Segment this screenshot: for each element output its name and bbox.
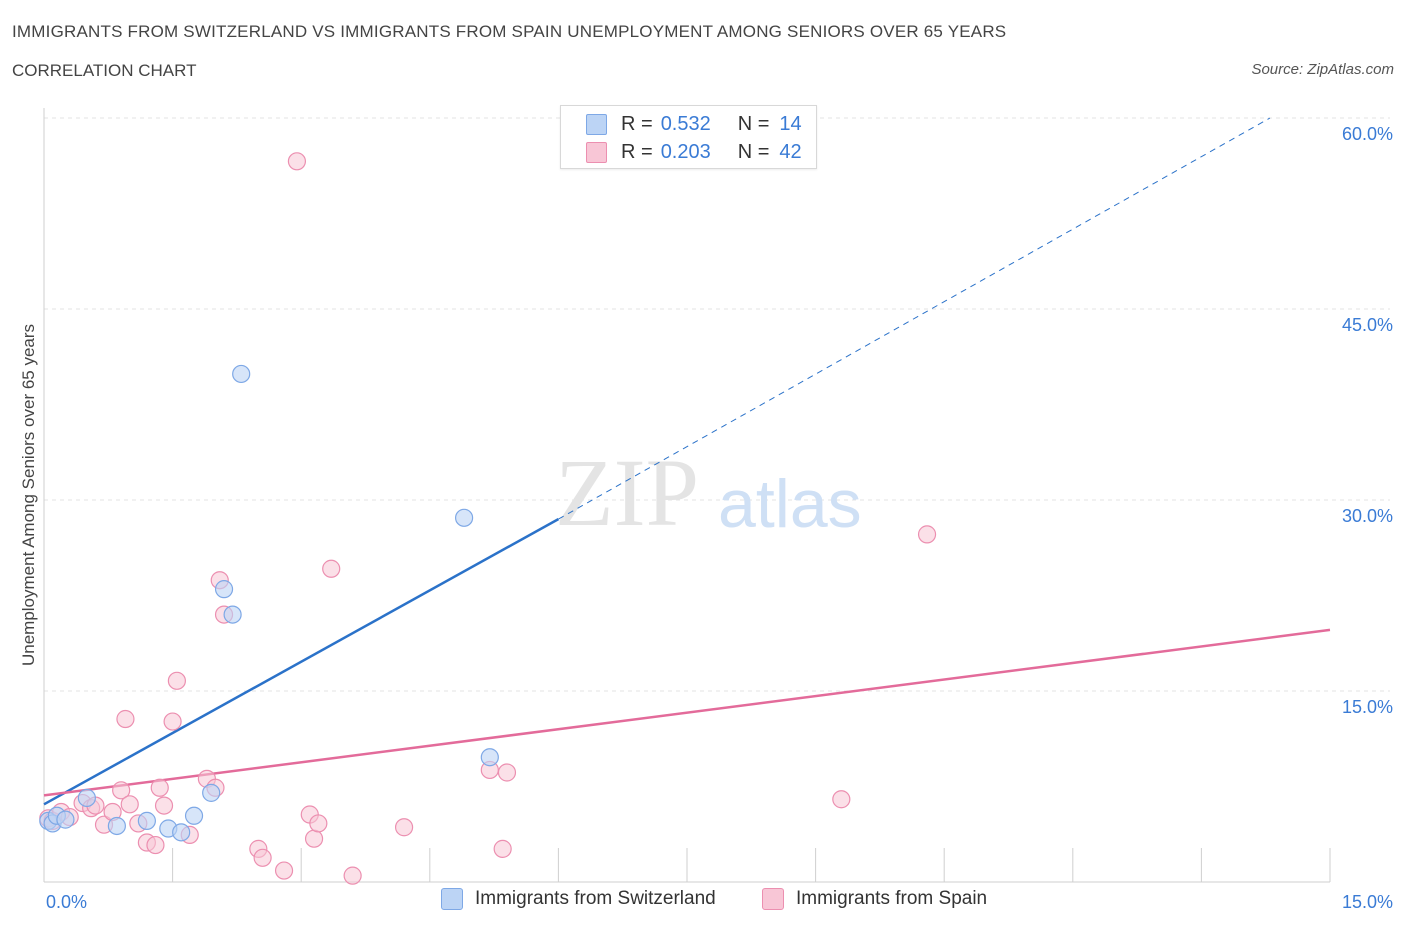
data-point-switzerland: [172, 823, 191, 842]
gridlines: [44, 117, 1390, 692]
zipatlas-watermark: ZIP atlas: [555, 439, 862, 546]
data-point-spain: [253, 848, 272, 867]
y-tick-label: 60.0%: [1342, 124, 1393, 144]
data-point-spain: [287, 152, 307, 171]
data-point-spain: [154, 796, 174, 815]
source-label: Source: ZipAtlas.com: [1251, 61, 1394, 78]
trend-lines: [43, 117, 1331, 806]
data-point-spain: [304, 829, 324, 848]
data-point-spain: [394, 818, 414, 837]
series-swatch-switzerland: [441, 888, 463, 910]
trend-line-switzerland-extension: [558, 117, 1271, 520]
legend-row-switzerland: R = 0.532 N = 14: [561, 110, 802, 138]
trend-line-spain: [43, 628, 1331, 797]
series-label-spain: Immigrants from Spain: [796, 888, 988, 909]
legend-r-label: R =: [621, 140, 653, 163]
series-legend-spain[interactable]: Immigrants from Spain: [762, 888, 987, 910]
data-point-spain: [167, 671, 186, 690]
data-point-switzerland: [77, 788, 96, 808]
legend-n-value: 42: [779, 140, 802, 163]
x-tick-label: 15.0%: [1342, 892, 1393, 912]
tick-labels: 15.0% 30.0% 45.0% 60.0% 0.0% 15.0%: [46, 124, 1393, 912]
series-legend-switzerland[interactable]: Immigrants from Switzerland: [441, 888, 716, 910]
axes: [43, 108, 1331, 883]
legend-n-value: 14: [779, 112, 802, 135]
data-point-switzerland: [232, 364, 251, 384]
data-point-spain: [322, 559, 341, 578]
legend-row-spain: R = 0.203 N = 42: [561, 138, 802, 166]
data-point-spain: [917, 525, 937, 544]
data-point-spain: [497, 763, 517, 782]
data-point-switzerland: [223, 605, 242, 624]
data-point-spain: [309, 814, 328, 833]
data-point-switzerland: [56, 810, 75, 829]
data-point-switzerland: [202, 783, 221, 802]
data-point-spain: [120, 795, 139, 814]
legend-n-label: N =: [737, 140, 770, 163]
trend-line-switzerland: [43, 518, 560, 806]
data-point-spain: [112, 781, 131, 800]
chart-title: IMMIGRANTS FROM SWITZERLAND VS IMMIGRANT…: [12, 22, 1007, 41]
watermark-atlas: atlas: [718, 466, 862, 542]
y-axis-title: Unemployment Among Seniors over 65 years: [19, 324, 38, 666]
data-point-spain: [274, 861, 294, 880]
series-swatch-spain: [762, 888, 784, 910]
series-label-switzerland: Immigrants from Switzerland: [475, 888, 716, 909]
data-point-switzerland: [214, 580, 234, 599]
y-tick-label: 15.0%: [1342, 697, 1393, 717]
chart-subtitle: CORRELATION CHART: [12, 61, 197, 80]
correlation-legend: R = 0.532 N = 14 R = 0.203 N = 42: [560, 105, 817, 169]
data-point-spain: [343, 866, 362, 885]
points-switzerland: [39, 364, 499, 842]
data-point-spain: [116, 709, 135, 729]
legend-r-label: R =: [621, 112, 653, 135]
data-point-spain: [832, 790, 851, 809]
data-point-spain: [150, 778, 169, 797]
x-tick-label: 0.0%: [46, 892, 87, 912]
legend-r-value: 0.203: [660, 140, 711, 163]
y-tick-label: 45.0%: [1342, 315, 1393, 335]
data-point-switzerland: [137, 811, 156, 830]
legend-r-value: 0.532: [660, 112, 711, 135]
legend-n-label: N =: [737, 112, 770, 135]
legend-swatch-switzerland: [586, 113, 607, 135]
data-point-switzerland: [107, 816, 126, 836]
series-legend: Immigrants from Switzerland Immigrants f…: [0, 888, 1406, 918]
y-tick-label: 30.0%: [1342, 506, 1393, 526]
data-point-switzerland: [480, 748, 499, 767]
data-point-switzerland: [454, 508, 474, 527]
data-point-spain: [163, 712, 182, 731]
watermark-zip: ZIP: [555, 439, 699, 546]
legend-swatch-spain: [586, 141, 607, 163]
data-point-spain: [146, 835, 165, 855]
data-point-spain: [493, 839, 512, 858]
data-point-switzerland: [184, 806, 204, 825]
